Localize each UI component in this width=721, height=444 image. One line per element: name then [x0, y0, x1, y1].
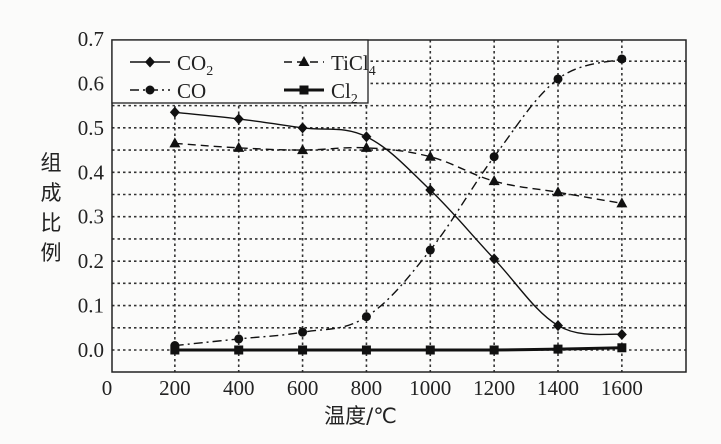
data-point-co2	[169, 106, 180, 118]
data-point-co2	[361, 131, 372, 143]
legend-marker-cl2	[299, 85, 309, 95]
x-tick-label: 1400	[537, 376, 579, 400]
y-tick-label: 0.0	[78, 338, 104, 362]
series-line-ticl4	[174, 142, 622, 205]
y-tick-label: 0.7	[78, 27, 104, 51]
y-tick-label: 0.1	[78, 294, 104, 318]
legend-marker-ticl4	[298, 56, 310, 66]
data-point-co2	[489, 253, 500, 265]
x-tick-label: 0	[102, 376, 113, 400]
data-point-cl2	[298, 345, 308, 355]
series-line-cl2	[174, 346, 622, 352]
y-tick-label: 0.6	[78, 71, 104, 95]
series-line-co	[174, 58, 623, 347]
x-tick-label: 1200	[473, 376, 515, 400]
y-tick-label: 0.2	[78, 249, 104, 273]
data-point-co	[298, 327, 308, 337]
series-line-co2	[174, 111, 622, 336]
data-point-cl2	[617, 343, 627, 353]
data-point-cl2	[234, 345, 244, 355]
y-tick-label: 0.3	[78, 205, 104, 229]
y-tick-label: 0.4	[78, 160, 105, 184]
data-point-co	[617, 54, 627, 64]
data-point-ticl4	[233, 141, 245, 152]
data-point-ticl4	[488, 175, 500, 186]
x-tick-label: 800	[351, 376, 383, 400]
x-tick-label: 600	[287, 376, 319, 400]
plot-frame	[111, 39, 687, 373]
data-point-co2	[553, 320, 563, 332]
x-tick-label: 1000	[409, 376, 451, 400]
data-point-cl2	[489, 345, 499, 355]
x-tick-label: 1600	[601, 376, 643, 400]
data-point-co	[425, 245, 435, 255]
data-point-co	[361, 312, 371, 322]
x-tick-label: 200	[159, 376, 191, 400]
legend-box	[111, 39, 369, 104]
legend-marker-co	[145, 85, 155, 95]
y-tick-label: 0.5	[78, 116, 104, 140]
data-point-co2	[425, 184, 436, 196]
data-point-cl2	[425, 345, 435, 355]
data-point-co2	[616, 328, 627, 340]
data-point-ticl4	[360, 141, 372, 152]
data-point-co	[553, 74, 563, 84]
data-point-cl2	[553, 344, 563, 354]
legend-label-co2: CO2	[177, 51, 213, 79]
data-point-ticl4	[552, 186, 564, 197]
x-tick-label: 400	[223, 376, 255, 400]
data-point-co2	[233, 113, 244, 125]
x-axis-label: 温度/℃	[324, 404, 397, 428]
data-point-ticl4	[424, 150, 436, 161]
y-axis-label: 组成比例	[40, 151, 62, 265]
data-point-co	[489, 152, 499, 162]
legend-marker-co2	[145, 56, 155, 68]
data-point-cl2	[361, 345, 371, 355]
legend-label-ticl4: TiCl4	[331, 51, 376, 79]
legend-label-co: CO	[177, 79, 206, 103]
legend: CO2 TiCl4 CO Cl2	[111, 39, 376, 107]
data-point-ticl4	[297, 144, 309, 155]
data-point-ticl4	[616, 197, 628, 208]
data-point-co2	[297, 122, 308, 134]
legend-label-cl2: Cl2	[331, 79, 358, 107]
data-point-ticl4	[169, 137, 181, 148]
data-point-co	[234, 334, 244, 344]
data-point-cl2	[170, 345, 180, 355]
